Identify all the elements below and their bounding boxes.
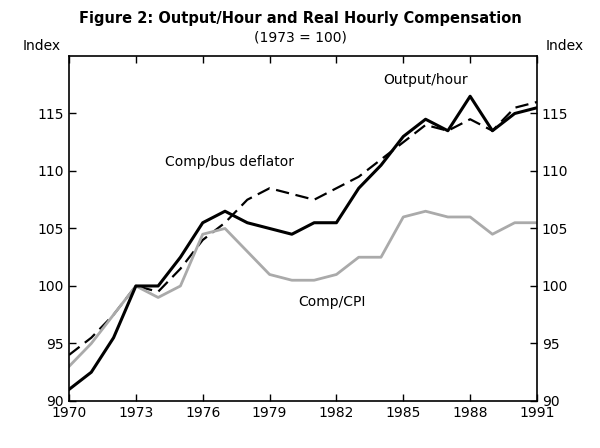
Text: Output/hour: Output/hour — [383, 73, 468, 87]
Text: Index: Index — [22, 39, 61, 52]
Text: Comp/bus deflator: Comp/bus deflator — [165, 155, 294, 169]
Text: Index: Index — [545, 39, 584, 52]
Text: Figure 2: Output/Hour and Real Hourly Compensation: Figure 2: Output/Hour and Real Hourly Co… — [79, 11, 521, 26]
Text: (1973 = 100): (1973 = 100) — [254, 30, 346, 44]
Text: Comp/CPI: Comp/CPI — [298, 295, 365, 309]
